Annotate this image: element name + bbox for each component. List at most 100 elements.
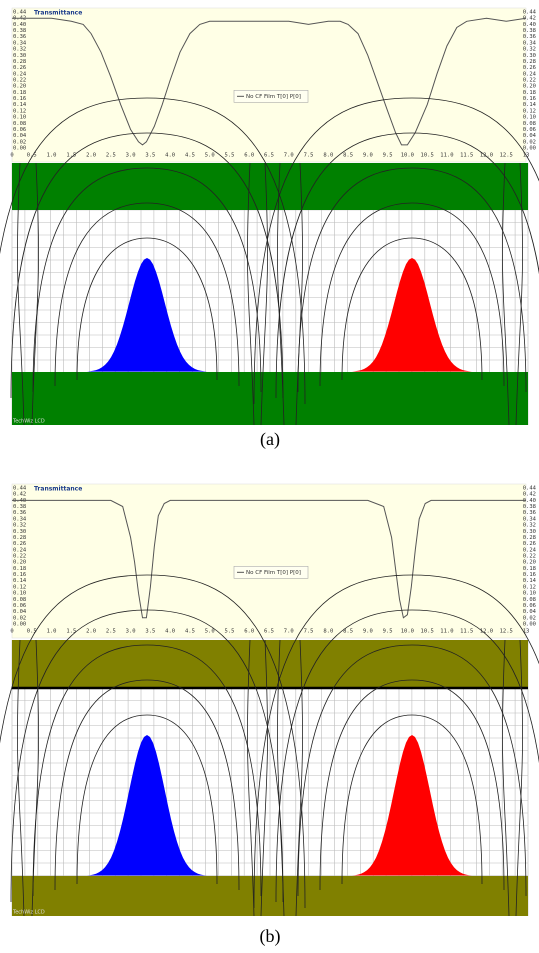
contour-line: [32, 644, 262, 897]
x-tick-label: 12.5: [500, 153, 513, 159]
chart-title: Transmittance: [34, 486, 82, 493]
y-tick-label: 0.04: [13, 609, 27, 615]
y2-tick-label: 0.38: [523, 504, 536, 510]
watermark: TechWiz LCD: [12, 419, 45, 425]
y-tick-label: 0.06: [13, 127, 26, 133]
contour-line: [10, 609, 284, 903]
y2-tick-label: 0.24: [523, 547, 537, 553]
field-line: [31, 162, 39, 426]
x-tick-label: 1.5: [66, 629, 76, 635]
y-tick-label: 0.02: [13, 139, 26, 145]
y2-tick-label: 0.28: [523, 59, 536, 65]
contour-line: [76, 237, 218, 381]
x-tick-label: 11.5: [460, 153, 473, 159]
x-tick-label: 6.0: [244, 629, 254, 635]
y-tick-label: 0.34: [13, 40, 27, 46]
field-line: [277, 639, 285, 917]
x-tick-label: 9.5: [383, 153, 393, 159]
electrode-profile: [352, 258, 472, 372]
electrode-profile: [352, 735, 472, 876]
y2-tick-label: 0.16: [523, 96, 536, 102]
x-tick-label: 5.0: [205, 629, 215, 635]
y-tick-label: 0.14: [13, 578, 27, 584]
y2-tick-label: 0.30: [523, 53, 536, 59]
contour-line: [275, 132, 539, 399]
field-line: [260, 162, 268, 426]
electrode-band-bottom: [12, 372, 528, 425]
y-tick-label: 0.34: [13, 516, 27, 522]
field-line: [247, 639, 255, 917]
y2-tick-label: 0.20: [523, 84, 536, 90]
y2-tick-label: 0.40: [523, 22, 536, 28]
field-line: [17, 639, 25, 917]
y-tick-label: 0.08: [13, 597, 26, 603]
x-tick-label: 6.5: [264, 629, 274, 635]
x-tick-label: 4.0: [165, 629, 175, 635]
y-tick-label: 0.26: [13, 541, 26, 547]
y2-tick-label: 0.32: [523, 523, 536, 529]
contour-line: [297, 167, 527, 393]
y2-tick-label: 0.08: [523, 121, 536, 127]
y-tick-label: 0.00: [13, 146, 26, 152]
transmittance-line: [12, 499, 526, 619]
x-tick-label: 9.0: [363, 629, 373, 635]
y2-tick-label: 0.06: [523, 603, 536, 609]
panel-caption: (a): [260, 429, 280, 450]
x-tick-label: 8.0: [323, 629, 333, 635]
x-tick-label: 2.5: [106, 629, 116, 635]
y2-tick-label: 0.06: [523, 127, 536, 133]
y-tick-label: 0.32: [13, 47, 26, 53]
contour-line: [0, 574, 306, 909]
field-image: [0, 574, 539, 917]
y-tick-label: 0.44: [13, 10, 27, 16]
x-tick-label: 3.0: [126, 629, 136, 635]
x-tick-label: 9.5: [383, 629, 393, 635]
field-line: [247, 162, 255, 426]
chart-background: [11, 483, 527, 639]
y2-tick-label: 0.00: [523, 146, 536, 152]
electrode-band-bottom: [12, 876, 528, 916]
y2-tick-label: 0.04: [523, 609, 537, 615]
y-tick-label: 0.02: [13, 615, 26, 621]
electrode-profile: [87, 258, 207, 372]
field-line: [515, 162, 523, 426]
x-tick-label: 8.0: [323, 153, 333, 159]
x-tick-label: 3.5: [145, 629, 155, 635]
y-tick-label: 0.10: [13, 591, 26, 597]
contour-line: [319, 202, 505, 387]
panel-caption: (b): [260, 926, 281, 947]
y2-tick-label: 0.36: [523, 34, 536, 40]
y2-tick-label: 0.32: [523, 47, 536, 53]
x-tick-label: 9.0: [363, 153, 373, 159]
y2-tick-label: 0.10: [523, 591, 536, 597]
y2-tick-label: 0.34: [523, 516, 537, 522]
y-tick-label: 0.16: [13, 96, 26, 102]
x-tick-label: 4.0: [165, 153, 175, 159]
y-tick-label: 0.08: [13, 121, 26, 127]
y2-tick-label: 0.16: [523, 572, 536, 578]
x-tick-label: 5.0: [205, 153, 215, 159]
y2-tick-label: 0.04: [523, 133, 537, 139]
x-tick-label: 0.5: [27, 629, 37, 635]
y-tick-label: 0.14: [13, 102, 27, 108]
x-tick-label: 10.5: [421, 153, 434, 159]
contour-line: [341, 714, 483, 885]
legend-box: [233, 566, 309, 579]
chart-title: Transmittance: [34, 10, 82, 17]
electrode-band-top: [12, 640, 528, 688]
x-tick-label: 7.5: [304, 153, 314, 159]
y-tick-label: 0.30: [13, 529, 26, 535]
field-line: [260, 639, 268, 917]
y-tick-label: 0.24: [13, 547, 27, 553]
x-tick-label: 7.5: [304, 629, 314, 635]
y-tick-label: 0.22: [13, 78, 26, 84]
contour-line: [0, 97, 306, 405]
contour-line: [319, 679, 505, 891]
field-line: [515, 639, 523, 917]
y2-tick-label: 0.00: [523, 622, 536, 628]
legend-label: No CF Film T[0] P[0]: [246, 94, 301, 100]
x-tick-label: 6.0: [244, 153, 254, 159]
contour-line: [253, 97, 539, 405]
y-tick-label: 0.44: [13, 486, 27, 492]
y2-tick-label: 0.14: [523, 578, 537, 584]
